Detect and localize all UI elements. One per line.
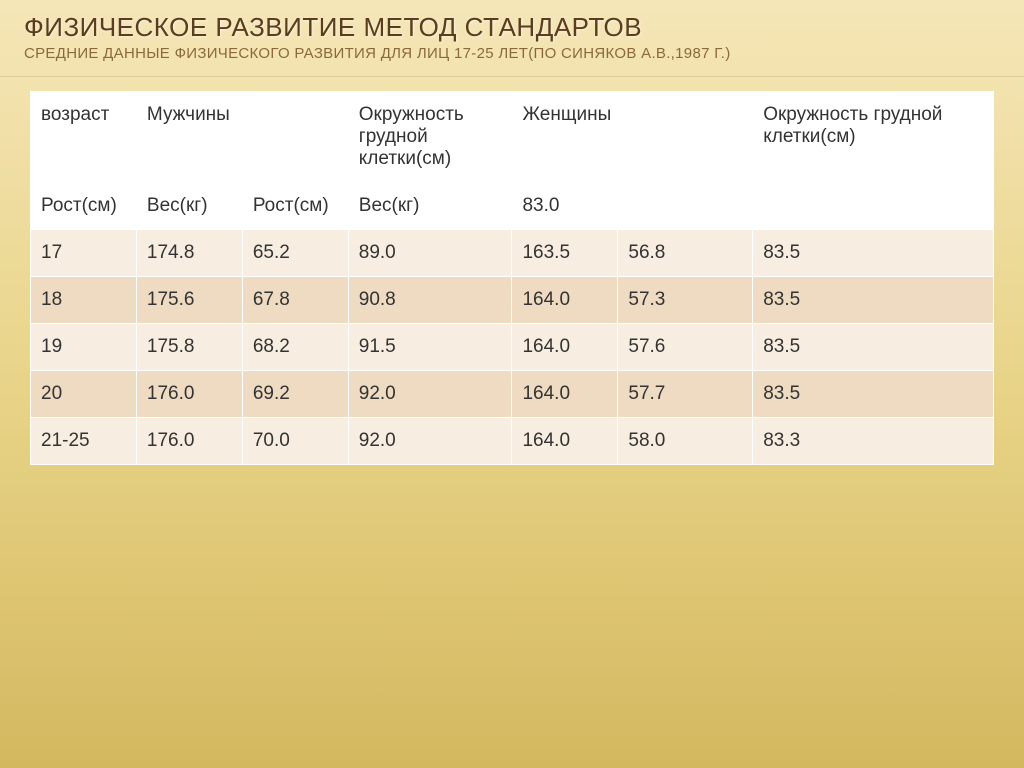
cell-fw: 56.8 xyxy=(618,230,753,277)
slide-title: ФИЗИЧЕСКОЕ РАЗВИТИЕ МЕТОД СТАНДАРТОВ xyxy=(24,12,1000,43)
table-row: 20 176.0 69.2 92.0 164.0 57.7 83.5 xyxy=(31,371,994,418)
col-age: возраст xyxy=(31,92,137,183)
cell-mh: 174.8 xyxy=(136,230,242,277)
col-women-chest: Окружность грудной клетки(см) xyxy=(753,92,994,183)
table-row: 21-25 176.0 70.0 92.0 164.0 58.0 83.3 xyxy=(31,418,994,465)
cell-fh: 164.0 xyxy=(512,418,618,465)
cell-mc: 89.0 xyxy=(348,230,512,277)
header-row-2: Рост(см) Вес(кг) Рост(см) Вес(кг) 83.0 xyxy=(31,183,994,230)
cell-fc: 83.3 xyxy=(753,418,994,465)
col-men: Мужчины xyxy=(136,92,348,183)
cell-fh: 164.0 xyxy=(512,277,618,324)
col-men-chest: Окружность грудной клетки(см) xyxy=(348,92,512,183)
cell-mw: 67.8 xyxy=(242,277,348,324)
cell-mh: 175.6 xyxy=(136,277,242,324)
cell-mh: 175.8 xyxy=(136,324,242,371)
cell-mw: 69.2 xyxy=(242,371,348,418)
cell-age: 20 xyxy=(31,371,137,418)
standards-table: возраст Мужчины Окружность грудной клетк… xyxy=(30,91,994,465)
col-women-weight: Вес(кг) xyxy=(348,183,512,230)
cell-fc: 83.5 xyxy=(753,277,994,324)
cell-age: 21-25 xyxy=(31,418,137,465)
col-women-height: Рост(см) xyxy=(242,183,348,230)
cell-mw: 68.2 xyxy=(242,324,348,371)
col-women: Женщины xyxy=(512,92,753,183)
cell-fw: 57.3 xyxy=(618,277,753,324)
cell-fw: 57.7 xyxy=(618,371,753,418)
cell-mc: 91.5 xyxy=(348,324,512,371)
cell-fw: 57.6 xyxy=(618,324,753,371)
table-row: 18 175.6 67.8 90.8 164.0 57.3 83.5 xyxy=(31,277,994,324)
cell-age: 19 xyxy=(31,324,137,371)
cell-fw: 58.0 xyxy=(618,418,753,465)
cell-fc: 83.5 xyxy=(753,371,994,418)
cell-mc: 92.0 xyxy=(348,371,512,418)
col-women-chest-first: 83.0 xyxy=(512,183,618,230)
table-row: 19 175.8 68.2 91.5 164.0 57.6 83.5 xyxy=(31,324,994,371)
col-men-weight: Вес(кг) xyxy=(136,183,242,230)
cell-mc: 90.8 xyxy=(348,277,512,324)
cell-fh: 163.5 xyxy=(512,230,618,277)
cell-fh: 164.0 xyxy=(512,371,618,418)
header-row-1: возраст Мужчины Окружность грудной клетк… xyxy=(31,92,994,183)
cell-mh: 176.0 xyxy=(136,418,242,465)
cell-fc: 83.5 xyxy=(753,230,994,277)
cell-fc: 83.5 xyxy=(753,324,994,371)
col-men-height: Рост(см) xyxy=(31,183,137,230)
cell-fh: 164.0 xyxy=(512,324,618,371)
cell-mw: 65.2 xyxy=(242,230,348,277)
cell-age: 18 xyxy=(31,277,137,324)
table-row: 17 174.8 65.2 89.0 163.5 56.8 83.5 xyxy=(31,230,994,277)
slide-title-bar: ФИЗИЧЕСКОЕ РАЗВИТИЕ МЕТОД СТАНДАРТОВ СРЕ… xyxy=(0,0,1024,77)
slide-subtitle: СРЕДНИЕ ДАННЫЕ ФИЗИЧЕСКОГО РАЗВИТИЯ ДЛЯ … xyxy=(24,45,1000,62)
cell-mw: 70.0 xyxy=(242,418,348,465)
table-container: возраст Мужчины Окружность грудной клетк… xyxy=(0,77,1024,768)
cell-age: 17 xyxy=(31,230,137,277)
cell-mh: 176.0 xyxy=(136,371,242,418)
cell-mc: 92.0 xyxy=(348,418,512,465)
